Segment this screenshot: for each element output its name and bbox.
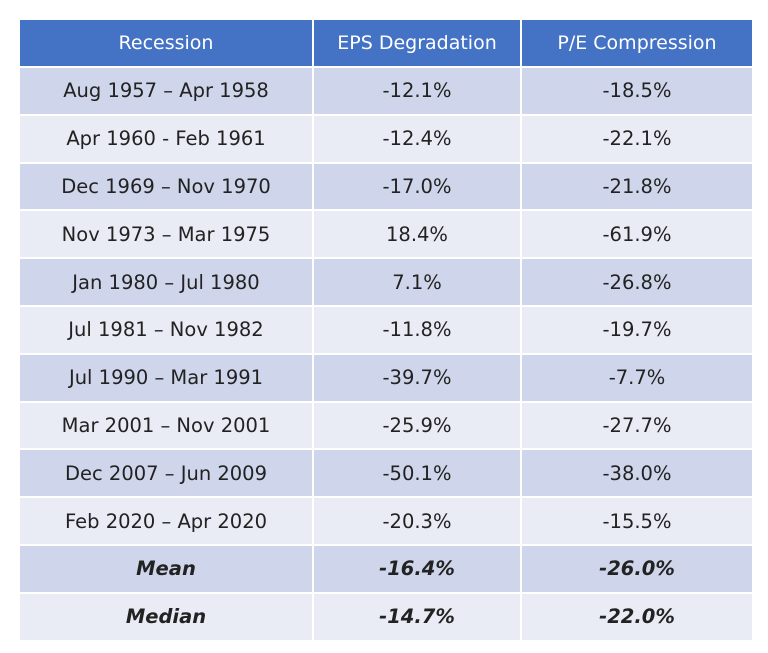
- row-label: Median: [18, 591, 314, 642]
- row-label: Dec 1969 – Nov 1970: [18, 161, 314, 212]
- value-cell: -17.0%: [312, 161, 522, 212]
- value-cell: -21.8%: [520, 161, 754, 212]
- row-label: Nov 1973 – Mar 1975: [18, 209, 314, 260]
- value-cell: -27.7%: [520, 400, 754, 451]
- value-cell: -12.1%: [312, 66, 522, 116]
- value-cell: -11.8%: [312, 304, 522, 355]
- data-row: Dec 2007 – Jun 2009 -50.1% -38.0%: [18, 448, 754, 499]
- header-cell: P/E Compression: [520, 18, 754, 68]
- value-cell: 7.1%: [312, 257, 522, 307]
- row-label: Jul 1981 – Nov 1982: [18, 304, 314, 355]
- value-cell: -7.7%: [520, 352, 754, 403]
- row-label: Mean: [18, 543, 314, 594]
- value-cell: -19.7%: [520, 304, 754, 355]
- table-body: Aug 1957 – Apr 1958 -12.1% -18.5% Apr 1960 …: [18, 66, 754, 642]
- data-row: Aug 1957 – Apr 1958 -12.1% -18.5%: [18, 66, 754, 116]
- row-label: Dec 2007 – Jun 2009: [18, 448, 314, 499]
- data-row: Jan 1980 – Jul 1980 7.1% -26.8%: [18, 257, 754, 307]
- data-row: Dec 1969 – Nov 1970 -17.0% -21.8%: [18, 161, 754, 212]
- row-label: Jul 1990 – Mar 1991: [18, 352, 314, 403]
- value-cell: -22.1%: [520, 113, 754, 164]
- value-cell: 18.4%: [312, 209, 522, 260]
- value-cell: -39.7%: [312, 352, 522, 403]
- value-cell: -38.0%: [520, 448, 754, 499]
- value-cell: -16.4%: [312, 543, 522, 594]
- data-row: Apr 1960 - Feb 1961 -12.4% -22.1%: [18, 113, 754, 164]
- data-row: Jul 1981 – Nov 1982 -11.8% -19.7%: [18, 304, 754, 355]
- row-label: Aug 1957 – Apr 1958: [18, 66, 314, 116]
- value-cell: -15.5%: [520, 496, 754, 546]
- value-cell: -22.0%: [520, 591, 754, 642]
- summary-row: Median -14.7% -22.0%: [18, 591, 754, 642]
- value-cell: -20.3%: [312, 496, 522, 546]
- value-cell: -50.1%: [312, 448, 522, 499]
- row-label: Feb 2020 – Apr 2020: [18, 496, 314, 546]
- row-label: Apr 1960 - Feb 1961: [18, 113, 314, 164]
- data-row: Mar 2001 – Nov 2001 -25.9% -27.7%: [18, 400, 754, 451]
- value-cell: -26.0%: [520, 543, 754, 594]
- recession-table: Recession EPS Degradation P/E Compression …: [18, 18, 754, 642]
- row-label: Mar 2001 – Nov 2001: [18, 400, 314, 451]
- value-cell: -14.7%: [312, 591, 522, 642]
- value-cell: -18.5%: [520, 66, 754, 116]
- summary-row: Mean -16.4% -26.0%: [18, 543, 754, 594]
- data-row: Feb 2020 – Apr 2020 -20.3% -15.5%: [18, 496, 754, 546]
- header-row: Recession EPS Degradation P/E Compression: [18, 18, 754, 68]
- value-cell: -61.9%: [520, 209, 754, 260]
- data-row: Nov 1973 – Mar 1975 18.4% -61.9%: [18, 209, 754, 260]
- value-cell: -25.9%: [312, 400, 522, 451]
- header-cell: EPS Degradation: [312, 18, 522, 68]
- value-cell: -12.4%: [312, 113, 522, 164]
- header-cell: Recession: [18, 18, 314, 68]
- row-label: Jan 1980 – Jul 1980: [18, 257, 314, 307]
- value-cell: -26.8%: [520, 257, 754, 307]
- data-row: Jul 1990 – Mar 1991 -39.7% -7.7%: [18, 352, 754, 403]
